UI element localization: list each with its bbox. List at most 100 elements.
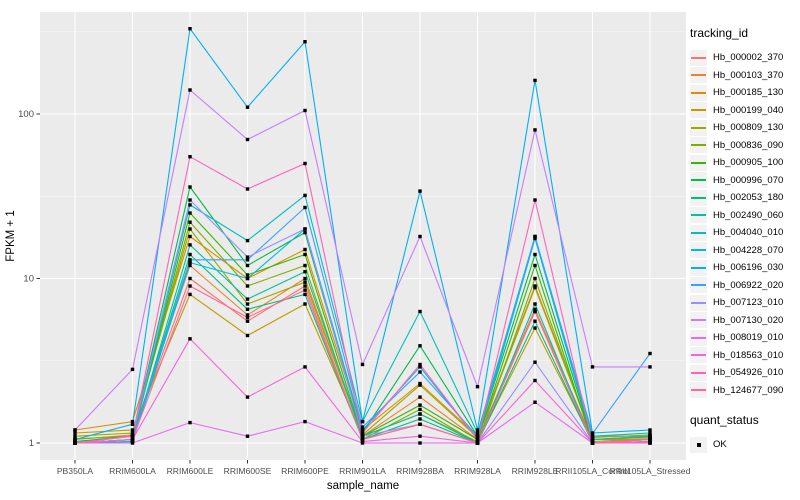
- legend-item-Hb_007130_020: Hb_007130_020: [690, 312, 800, 330]
- data-point: [590, 431, 595, 436]
- legend-key-swatch: [690, 242, 707, 259]
- data-point: [533, 234, 537, 239]
- legend-label-ok: OK: [713, 439, 727, 451]
- data-point: [73, 441, 77, 445]
- data-point: [303, 193, 307, 198]
- color-line-icon: [691, 231, 706, 234]
- data-point: [303, 276, 307, 281]
- data-point: [533, 263, 537, 268]
- x-axis-title: sample_name: [327, 480, 399, 492]
- x-tick-label: RRIM901LA: [339, 466, 386, 476]
- legend-label: Hb_000809_130: [713, 122, 784, 134]
- legend-key-swatch: [690, 102, 707, 119]
- data-point: [648, 439, 652, 444]
- legend-item-Hb_000199_040: Hb_000199_040: [690, 102, 800, 120]
- legend-key-swatch: [690, 207, 707, 224]
- black-square-point-icon: [696, 442, 701, 447]
- data-point: [303, 227, 307, 231]
- x-tick-label: RRIM928BA: [396, 466, 444, 476]
- data-point: [245, 255, 250, 259]
- legend-title-quant-status: quant_status: [690, 413, 759, 427]
- legend-item-Hb_007123_010: Hb_007123_010: [690, 294, 800, 312]
- data-point: [418, 362, 422, 367]
- legend-label: Hb_000836_090: [713, 139, 784, 151]
- color-line-icon: [691, 91, 706, 94]
- x-tick-label: RRIM600LA: [109, 466, 156, 476]
- data-point: [418, 412, 422, 416]
- legend-label: Hb_000996_070: [713, 174, 784, 186]
- legend-label: Hb_000002_370: [713, 52, 784, 64]
- data-point: [533, 276, 537, 281]
- legend-key-swatch: [690, 259, 707, 276]
- data-point: [188, 252, 192, 257]
- data-point: [418, 189, 422, 193]
- legend-label: Hb_008019_010: [713, 332, 784, 344]
- x-tick-label: RRIM600LE: [167, 466, 214, 476]
- legend-label: Hb_054926_010: [713, 367, 784, 379]
- data-point: [418, 441, 422, 445]
- legend-item-Hb_004040_010: Hb_004040_010: [690, 224, 800, 242]
- legend-key-swatch: [690, 329, 707, 346]
- legend-item-Hb_004228_070: Hb_004228_070: [690, 242, 800, 260]
- data-point: [418, 309, 422, 314]
- data-point: [188, 185, 192, 189]
- data-point: [245, 313, 250, 317]
- color-line-icon: [691, 371, 706, 374]
- data-point: [245, 137, 250, 142]
- color-line-icon: [691, 354, 706, 357]
- x-tick-label: RRII105LA_Stressed: [610, 466, 690, 476]
- data-point: [648, 431, 652, 435]
- color-line-icon: [691, 144, 706, 147]
- x-tick-label: RRIM600PE: [281, 466, 329, 476]
- data-point: [590, 434, 595, 438]
- data-point: [360, 437, 365, 442]
- data-point: [533, 236, 537, 241]
- data-point: [130, 422, 135, 426]
- data-point: [533, 309, 537, 314]
- data-point: [303, 292, 307, 297]
- color-line-icon: [691, 126, 706, 129]
- data-point: [245, 307, 250, 311]
- legend-item-Hb_002490_060: Hb_002490_060: [690, 207, 800, 225]
- data-point: [648, 434, 652, 438]
- data-point: [648, 351, 652, 356]
- data-point: [245, 258, 250, 262]
- data-point: [533, 198, 537, 202]
- data-point: [303, 419, 307, 424]
- legend-label: Hb_004040_010: [713, 227, 784, 239]
- legend-key-swatch: [690, 224, 707, 241]
- legend-key-swatch: [690, 382, 707, 399]
- y-axis-title: FPKM + 1: [5, 210, 17, 261]
- data-point: [303, 161, 307, 166]
- x-tick-label: PB350LA: [57, 466, 94, 476]
- data-point: [418, 407, 422, 412]
- data-point: [245, 297, 250, 301]
- data-point: [303, 230, 307, 235]
- data-point: [475, 434, 480, 438]
- data-point: [418, 370, 422, 374]
- data-point: [303, 252, 307, 257]
- legend-label: Hb_002490_060: [713, 209, 784, 221]
- legend-item-Hb_008019_010: Hb_008019_010: [690, 329, 800, 347]
- legend-label: Hb_002053_180: [713, 192, 784, 204]
- legend-item-Hb_000185_130: Hb_000185_130: [690, 84, 800, 102]
- data-point: [188, 198, 192, 202]
- data-point: [475, 385, 480, 389]
- y-tick-label: 1: [29, 438, 34, 449]
- data-point: [590, 437, 595, 442]
- data-point: [360, 362, 365, 367]
- legend-key-swatch: [690, 294, 707, 311]
- data-point: [475, 441, 480, 445]
- legend-label: Hb_004228_070: [713, 244, 784, 256]
- data-point: [475, 431, 480, 435]
- color-line-icon: [691, 319, 706, 322]
- data-point: [245, 319, 250, 323]
- legend-item-ok: OK: [690, 436, 800, 454]
- data-point: [188, 284, 192, 288]
- data-point: [188, 88, 192, 92]
- legend-key-swatch: [690, 364, 707, 381]
- data-point: [418, 417, 422, 421]
- data-point: [245, 276, 250, 281]
- data-point: [188, 203, 192, 207]
- data-point: [303, 288, 307, 292]
